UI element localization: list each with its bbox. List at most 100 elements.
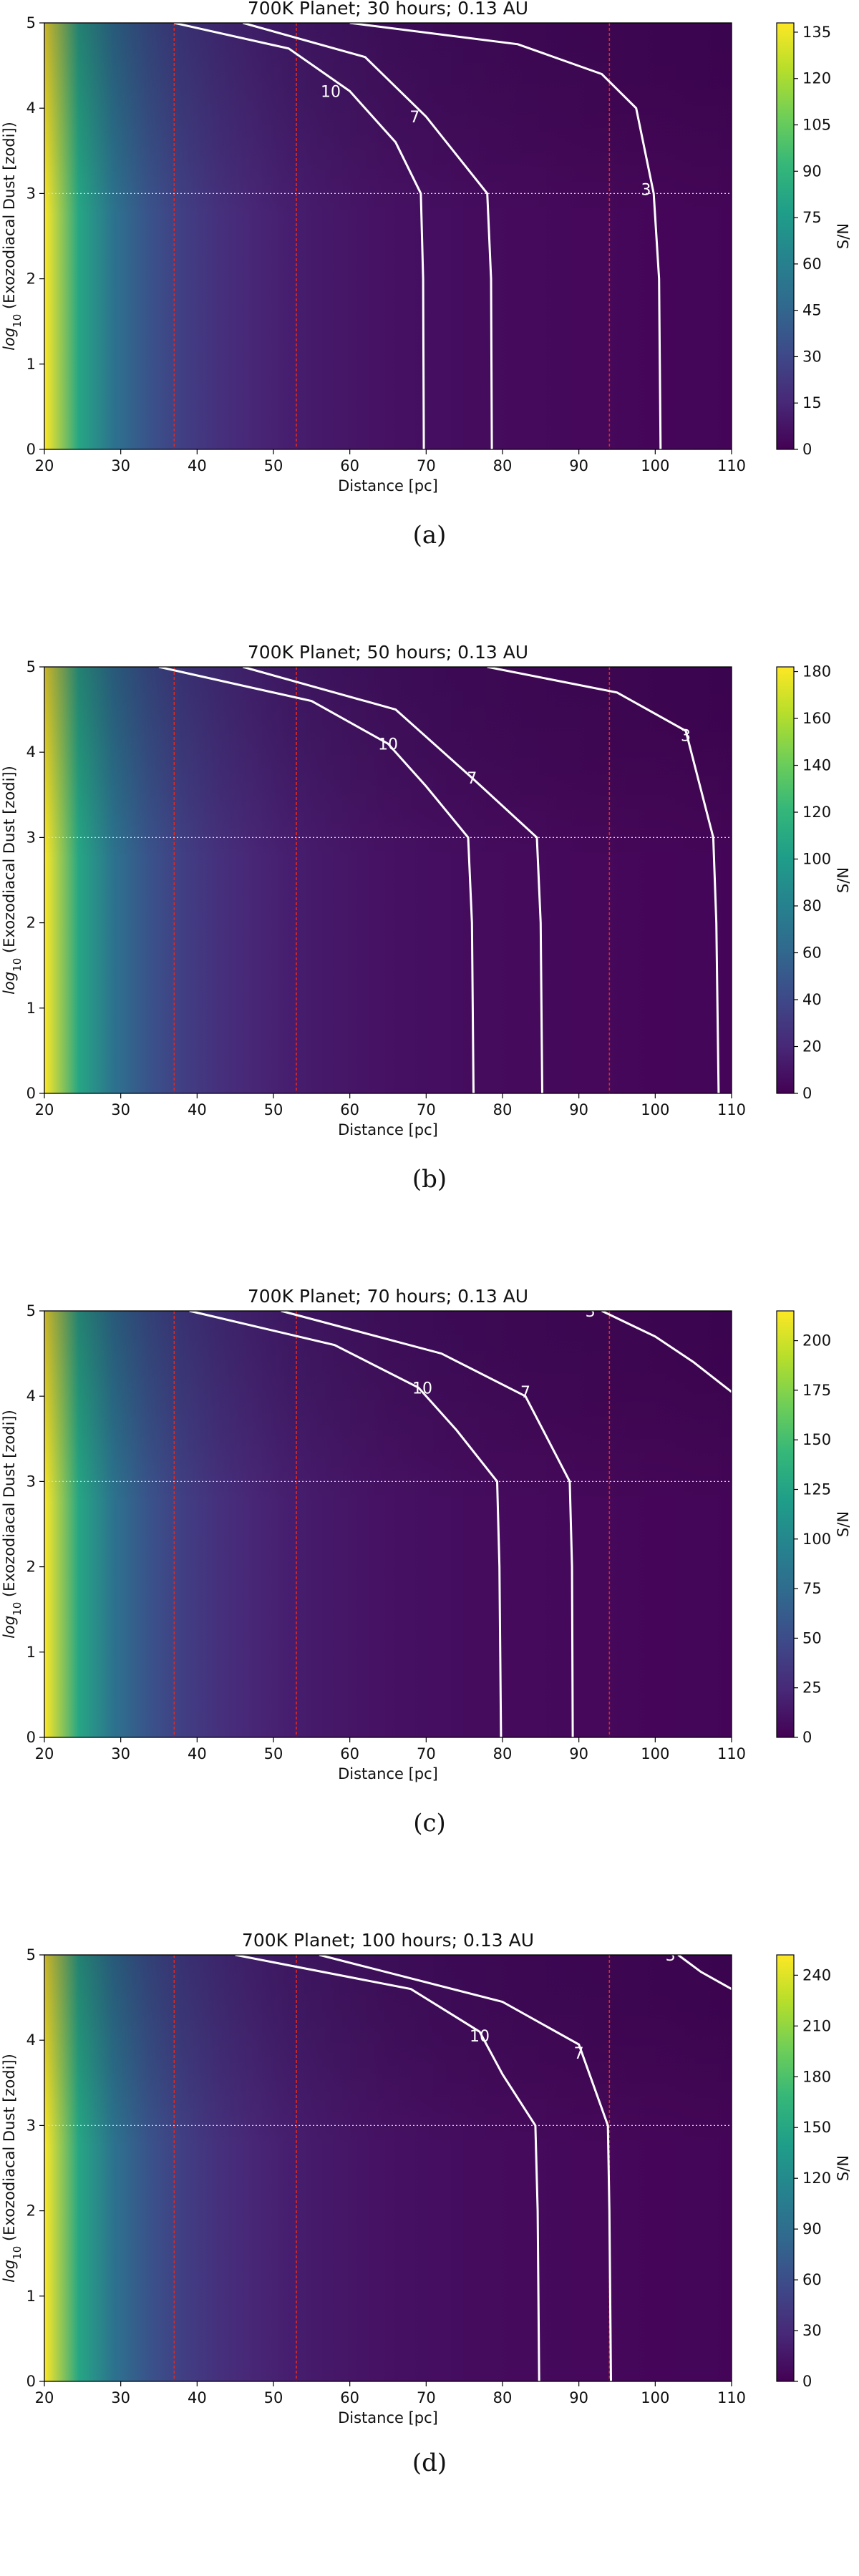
- colorbar-tick-label: 0: [802, 441, 812, 458]
- y-tick-label: 5: [26, 14, 36, 31]
- contour-label: 3: [666, 1947, 676, 1965]
- x-tick-label: 100: [641, 1745, 669, 1762]
- y-tick-label: 0: [26, 2373, 36, 2390]
- x-tick-label: 110: [717, 2389, 746, 2406]
- colorbar-tick-label: 0: [802, 1729, 812, 1746]
- x-tick-label: 80: [493, 457, 513, 474]
- x-tick-label: 40: [188, 1745, 207, 1762]
- colorbar-tick-label: 135: [802, 24, 831, 41]
- x-tick-label: 20: [35, 1101, 54, 1118]
- x-tick-label: 70: [417, 1101, 436, 1118]
- chart-title: 700K Planet; 30 hours; 0.13 AU: [248, 0, 528, 19]
- x-tick-label: 60: [340, 1101, 359, 1118]
- y-tick-label: 0: [26, 441, 36, 458]
- y-axis-label-sub: 10: [11, 958, 24, 972]
- plot-frame: [44, 1954, 732, 2382]
- panel-b: 700K Planet; 50 hours; 0.13 AU 10 7 3 20 30 40…: [0, 644, 859, 1288]
- x-tick-label: 90: [569, 2389, 588, 2406]
- colorbar-tick-label: 125: [802, 1480, 831, 1498]
- contour-line: [677, 1953, 732, 1991]
- colorbar-tick-label: 20: [802, 1038, 822, 1055]
- y-axis-label-rest: (Exozodiacal Dust [zodi]): [1, 2054, 18, 2246]
- contour-line: [281, 1309, 574, 1738]
- colorbar-label: S/N: [835, 223, 852, 249]
- x-tick-label: 110: [717, 1745, 746, 1762]
- y-tick-label: 5: [26, 1946, 36, 1963]
- colorbar-tick-label: 30: [802, 2322, 822, 2339]
- contour-line: [242, 665, 543, 1094]
- y-tick-label: 2: [26, 914, 36, 932]
- x-tick-label: 90: [569, 1101, 588, 1118]
- y-tick-label: 1: [26, 2288, 36, 2305]
- y-tick-label: 2: [26, 2202, 36, 2220]
- chart-title: 700K Planet; 100 hours; 0.13 AU: [242, 1932, 534, 1951]
- colorbar-tick-label: 75: [802, 1580, 822, 1597]
- x-tick-label: 50: [264, 457, 283, 474]
- colorbar-tick-label: 60: [802, 255, 822, 273]
- x-tick-label: 20: [35, 1745, 54, 1762]
- x-tick-label: 50: [264, 1101, 283, 1118]
- y-axis-label-log: log: [1, 2260, 18, 2283]
- contour-line: [601, 1309, 732, 1393]
- colorbar: [776, 22, 795, 450]
- y-axis-label-rest: (Exozodiacal Dust [zodi]): [1, 122, 18, 314]
- caption-a: (a): [412, 521, 447, 550]
- colorbar-tick-label: 100: [802, 851, 831, 868]
- y-tick-label: 2: [26, 270, 36, 288]
- colorbar-tick-label: 60: [802, 2271, 822, 2288]
- colorbar-tick-label: 150: [802, 2119, 831, 2136]
- x-tick-label: 30: [111, 1101, 130, 1118]
- contour-line: [235, 1953, 540, 2382]
- caption-b: (b): [412, 1165, 447, 1194]
- colorbar-tick-label: 150: [802, 1431, 831, 1448]
- y-axis-label-sub: 10: [11, 2246, 24, 2260]
- y-tick-label: 3: [26, 185, 36, 202]
- y-tick-label: 3: [26, 829, 36, 846]
- chart-title: 700K Planet; 70 hours; 0.13 AU: [248, 1288, 528, 1307]
- colorbar: [776, 1310, 795, 1738]
- colorbar-tick-label: 75: [802, 209, 822, 226]
- contour-label: 10: [321, 83, 341, 101]
- panel-d: 700K Planet; 100 hours; 0.13 AU 10 7 3 2 0 30 4…: [0, 1932, 859, 2576]
- x-tick-label: 110: [717, 1101, 746, 1118]
- x-tick-label: 80: [493, 2389, 513, 2406]
- x-tick-label: 90: [569, 1745, 588, 1762]
- colorbar: [776, 1954, 795, 2382]
- contour-line: [487, 665, 720, 1094]
- x-tick-label: 100: [641, 457, 669, 474]
- y-tick-label: 4: [26, 99, 36, 117]
- plot-frame: [44, 666, 732, 1094]
- panel-a: 700K Planet; 30 hours; 0.13 AU 10 7 3 20 30 40…: [0, 0, 859, 644]
- x-tick-label: 30: [111, 1745, 130, 1762]
- x-tick-label: 30: [111, 2389, 130, 2406]
- colorbar-tick-label: 15: [802, 394, 822, 411]
- contour-label: 7: [520, 1384, 530, 1402]
- y-tick-label: 3: [26, 2117, 36, 2134]
- colorbar-tick-label: 210: [802, 2017, 831, 2034]
- x-tick-label: 70: [417, 2389, 436, 2406]
- y-tick-label: 4: [26, 743, 36, 761]
- contour-label: 7: [574, 2045, 584, 2063]
- colorbar: [776, 666, 795, 1094]
- x-tick-label: 40: [188, 1101, 207, 1118]
- x-tick-label: 20: [35, 457, 54, 474]
- y-tick-label: 5: [26, 1302, 36, 1319]
- x-tick-label: 60: [340, 1745, 359, 1762]
- heatmap-shading: [44, 1311, 732, 1737]
- colorbar-label: S/N: [835, 1511, 852, 1537]
- colorbar-tick-label: 120: [802, 2170, 831, 2187]
- x-tick-label: 40: [188, 2389, 207, 2406]
- y-tick-label: 4: [26, 1387, 36, 1405]
- contour-label: 3: [641, 181, 651, 199]
- plot-frame: [44, 22, 732, 450]
- colorbar-label: S/N: [835, 2155, 852, 2181]
- colorbar-tick-label: 105: [802, 117, 831, 134]
- figure: 700K Planet; 30 hours; 0.13 AU 10 7 3 20 30 40…: [0, 0, 859, 2477]
- heatmap-shading: [44, 667, 732, 1093]
- caption-d: (d): [412, 2449, 447, 2477]
- x-tick-label: 100: [641, 1101, 669, 1118]
- contour-line: [173, 21, 425, 450]
- colorbar-tick-label: 200: [802, 1332, 831, 1350]
- y-axis-label-log: log: [1, 328, 18, 351]
